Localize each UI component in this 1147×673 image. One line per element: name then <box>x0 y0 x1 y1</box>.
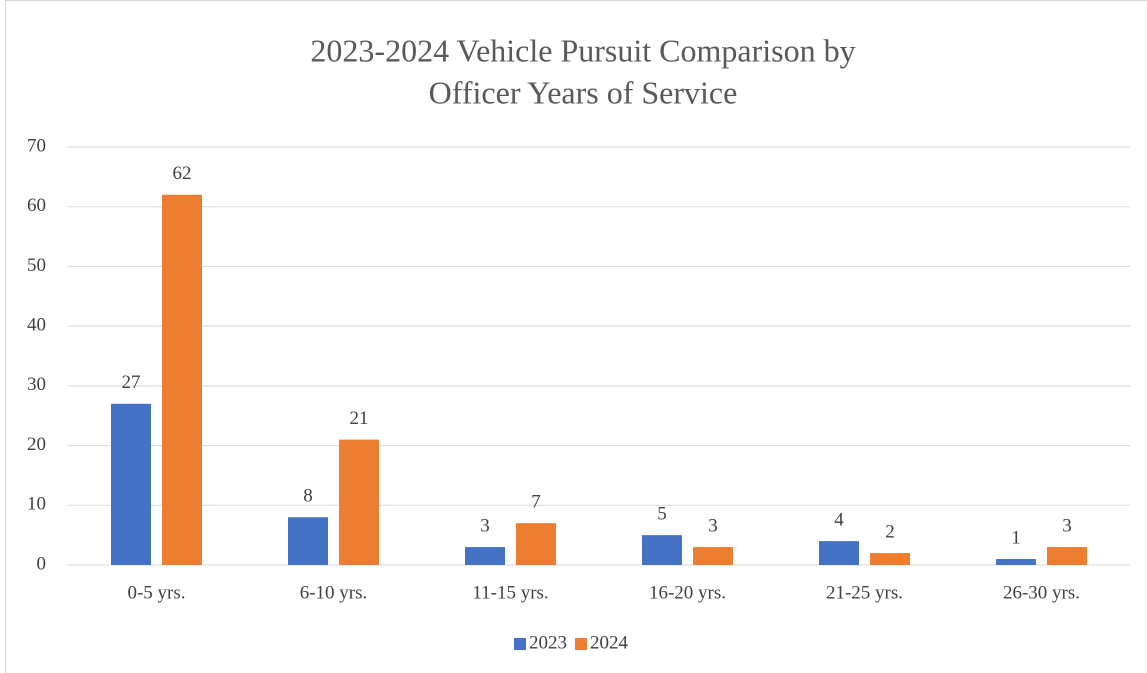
bar <box>996 559 1036 565</box>
legend-swatch <box>575 638 587 650</box>
y-tick-label: 0 <box>37 553 47 574</box>
y-tick-label: 50 <box>27 255 46 276</box>
bar <box>1047 547 1087 565</box>
x-tick-label: 0-5 yrs. <box>127 582 185 603</box>
bar <box>111 403 151 565</box>
x-tick-label: 11-15 yrs. <box>472 582 548 603</box>
legend-label: 2024 <box>590 632 629 653</box>
bar <box>516 523 556 565</box>
y-tick-label: 60 <box>27 195 46 216</box>
chart-title: 2023-2024 Vehicle Pursuit Comparison by <box>310 32 855 68</box>
data-label: 7 <box>531 492 541 513</box>
data-label: 21 <box>350 408 369 429</box>
bar <box>642 535 682 565</box>
bar <box>162 194 202 565</box>
data-label: 3 <box>480 515 490 536</box>
legend-label: 2023 <box>529 632 567 653</box>
bar <box>339 439 379 565</box>
y-tick-label: 70 <box>27 135 46 156</box>
x-tick-label: 26-30 yrs. <box>1003 582 1080 603</box>
bar <box>870 553 910 565</box>
data-label: 3 <box>1062 515 1072 536</box>
data-label: 62 <box>173 163 192 184</box>
bar <box>819 541 859 565</box>
y-tick-label: 30 <box>27 374 46 395</box>
bar <box>288 517 328 565</box>
y-tick-label: 10 <box>27 494 46 515</box>
data-label: 27 <box>122 372 141 393</box>
data-label: 2 <box>885 521 895 542</box>
data-label: 8 <box>303 486 313 507</box>
y-tick-label: 20 <box>27 434 46 455</box>
bar <box>465 547 505 565</box>
bar <box>693 547 733 565</box>
data-label: 5 <box>657 504 667 525</box>
legend-swatch <box>514 638 526 650</box>
data-label: 3 <box>708 515 718 536</box>
x-tick-label: 6-10 yrs. <box>300 582 368 603</box>
chart-title: Officer Years of Service <box>429 74 738 110</box>
x-tick-label: 21-25 yrs. <box>826 582 903 603</box>
data-label: 1 <box>1011 527 1021 548</box>
data-label: 4 <box>834 509 844 530</box>
x-tick-label: 16-20 yrs. <box>649 582 726 603</box>
y-tick-label: 40 <box>27 315 46 336</box>
